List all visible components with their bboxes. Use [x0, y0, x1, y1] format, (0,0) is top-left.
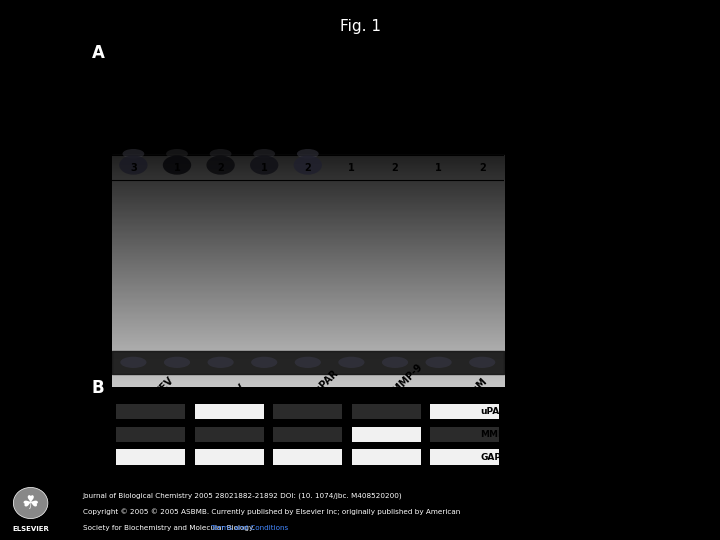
- Text: Terms and Conditions: Terms and Conditions: [211, 525, 288, 531]
- Text: a: a: [148, 499, 154, 509]
- Text: 1: 1: [174, 163, 181, 173]
- Text: b: b: [226, 499, 233, 509]
- Text: d: d: [383, 499, 390, 509]
- Text: pMMP-9: pMMP-9: [387, 361, 425, 400]
- Text: puM: puM: [264, 126, 286, 149]
- Bar: [431, 404, 499, 419]
- Text: 2: 2: [305, 163, 311, 173]
- Ellipse shape: [294, 156, 322, 174]
- Text: EV: EV: [351, 133, 367, 149]
- Text: Fig. 1: Fig. 1: [340, 19, 380, 34]
- Bar: [117, 449, 185, 465]
- Text: Society for Biochemistry and Molecular Biology.: Society for Biochemistry and Molecular B…: [83, 525, 256, 531]
- Bar: [117, 427, 185, 442]
- Text: MMP-9: MMP-9: [480, 430, 515, 438]
- Text: Journal of Biological Chemistry 2005 28021882-21892 DOI: (10. 1074/jbc. M4085202: Journal of Biological Chemistry 2005 280…: [83, 492, 402, 499]
- Text: C/EV: C/EV: [151, 375, 176, 400]
- Ellipse shape: [163, 156, 192, 174]
- Bar: [274, 449, 342, 465]
- Text: pMMP-9: pMMP-9: [220, 113, 256, 148]
- Ellipse shape: [251, 357, 277, 368]
- Circle shape: [14, 488, 48, 518]
- Bar: [431, 427, 499, 442]
- Text: 1: 1: [348, 163, 355, 173]
- Ellipse shape: [166, 149, 188, 159]
- Bar: [431, 449, 499, 465]
- Text: EV: EV: [438, 133, 454, 149]
- Text: 21 bp
DNA:RNA: 21 bp DNA:RNA: [55, 149, 106, 171]
- Text: 1: 1: [435, 163, 442, 173]
- Text: SV: SV: [482, 132, 498, 149]
- Text: puPAR: puPAR: [308, 368, 340, 400]
- Ellipse shape: [120, 156, 148, 174]
- Ellipse shape: [469, 357, 495, 368]
- Bar: [352, 404, 420, 419]
- Text: GAPDH: GAPDH: [480, 453, 516, 462]
- Bar: [195, 449, 264, 465]
- Text: B: B: [91, 379, 104, 397]
- Text: 2: 2: [217, 163, 224, 173]
- Text: puM: puM: [308, 126, 330, 149]
- Text: A: A: [91, 44, 104, 62]
- Bar: [274, 427, 342, 442]
- Text: 2: 2: [392, 163, 398, 173]
- Ellipse shape: [297, 149, 319, 159]
- Bar: [274, 404, 342, 419]
- Text: c: c: [305, 499, 310, 509]
- Text: Copyright © 2005 © 2005 ASBMB. Currently published by Elsevier Inc; originally p: Copyright © 2005 © 2005 ASBMB. Currently…: [83, 509, 460, 515]
- Text: pGFP: pGFP: [133, 123, 158, 148]
- Ellipse shape: [253, 149, 275, 159]
- Ellipse shape: [210, 149, 232, 159]
- Text: Free
probe: Free probe: [73, 351, 106, 374]
- Text: SV: SV: [230, 382, 247, 400]
- Bar: [352, 427, 420, 442]
- Bar: [112, 447, 477, 467]
- Text: 1: 1: [261, 163, 268, 173]
- Ellipse shape: [250, 156, 279, 174]
- Ellipse shape: [426, 357, 451, 368]
- Bar: [195, 427, 264, 442]
- Text: ☘: ☘: [22, 494, 40, 512]
- Text: ELSEVIER: ELSEVIER: [12, 526, 49, 532]
- Text: puPAR: puPAR: [177, 119, 207, 148]
- Ellipse shape: [207, 156, 235, 174]
- Bar: [117, 404, 185, 419]
- Bar: [352, 449, 420, 465]
- Text: uPAR: uPAR: [480, 407, 507, 416]
- Text: Probe: Probe: [73, 163, 106, 173]
- Bar: [195, 404, 264, 419]
- Text: 3: 3: [130, 163, 137, 173]
- Ellipse shape: [338, 357, 364, 368]
- Text: e: e: [462, 499, 468, 509]
- Text: puM: puM: [465, 376, 489, 400]
- Ellipse shape: [382, 357, 408, 368]
- Ellipse shape: [207, 357, 234, 368]
- Text: 2: 2: [479, 163, 485, 173]
- Ellipse shape: [294, 357, 321, 368]
- Bar: [112, 424, 477, 444]
- Ellipse shape: [164, 357, 190, 368]
- Ellipse shape: [122, 149, 144, 159]
- Ellipse shape: [120, 357, 146, 368]
- Bar: [112, 401, 477, 421]
- Text: SV: SV: [395, 132, 411, 149]
